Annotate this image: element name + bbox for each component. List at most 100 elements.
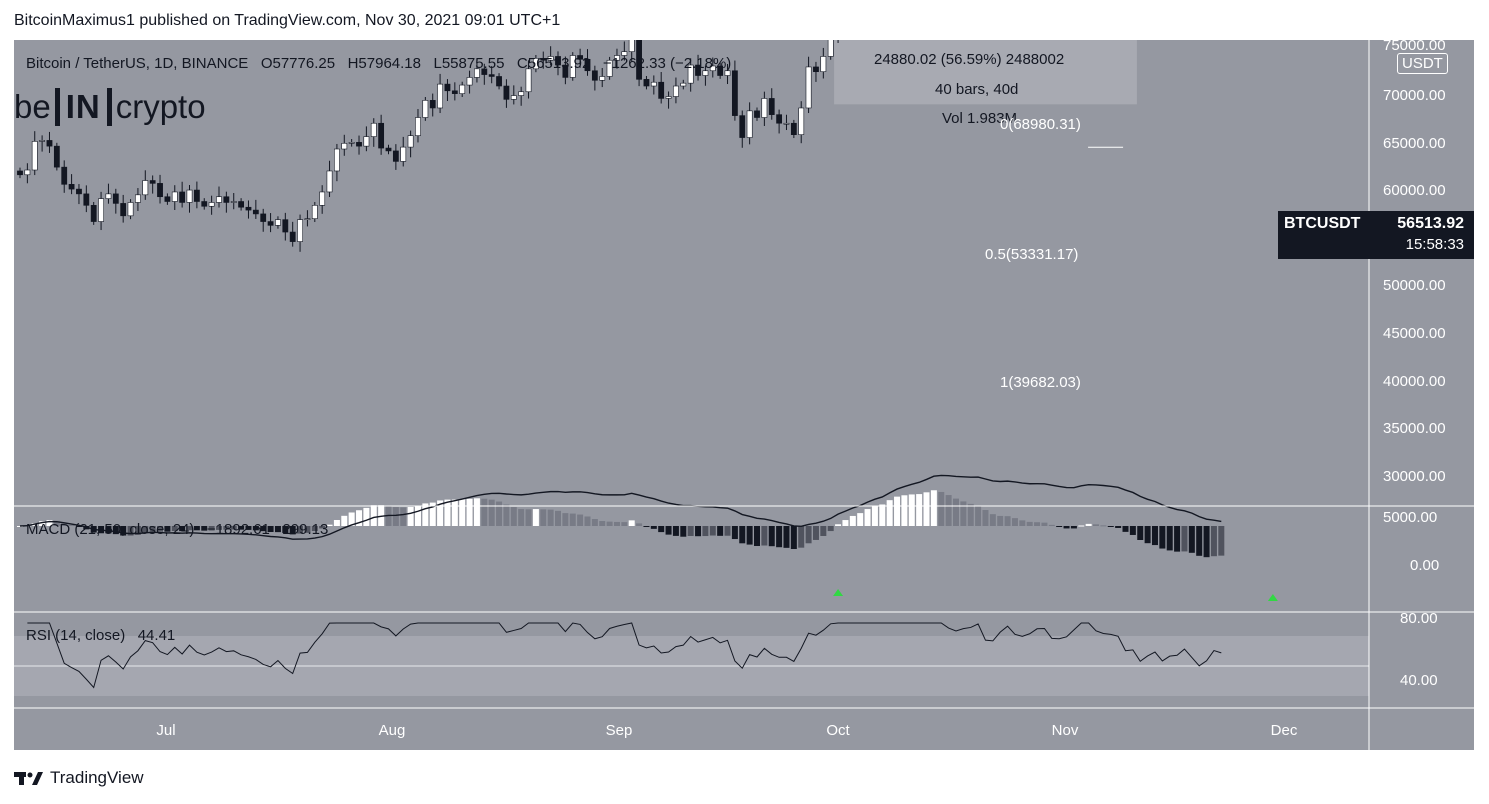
macd-hist-bar	[930, 490, 937, 526]
macd-hist-bar	[451, 499, 458, 526]
macd-hist-bar	[680, 526, 687, 537]
macd-hist-bar	[761, 526, 768, 546]
macd-hist-bar	[894, 496, 901, 526]
candle-body	[429, 100, 436, 109]
macd-hist-bar	[1063, 526, 1070, 529]
y-tick-60000: 60000.00	[1383, 182, 1446, 199]
macd-hist-bar	[790, 526, 797, 550]
macd-hist-bar	[783, 526, 790, 548]
candle-body	[518, 91, 525, 96]
macd-hist-bar	[1203, 526, 1210, 558]
fib-level-0: 0(68980.31)	[1000, 116, 1081, 133]
macd-hist-bar	[643, 526, 650, 527]
candle-body	[591, 70, 598, 81]
fib-level-0-5: 0.5(53331.17)	[985, 246, 1079, 263]
macd-hist-bar	[39, 521, 46, 526]
candle-body	[768, 98, 775, 115]
candle-body	[673, 85, 679, 97]
candle-body	[31, 141, 38, 171]
macd-hist-bar	[149, 526, 156, 532]
macd-hist-bar	[1159, 526, 1166, 549]
macd-hist-bar	[1093, 524, 1100, 526]
macd-hist-bar	[1196, 526, 1203, 556]
measure-box	[834, 40, 1137, 105]
candle-body	[311, 205, 318, 219]
candle-body	[636, 40, 642, 80]
macd-hist-bar	[466, 498, 473, 526]
macd-hist-bar	[378, 505, 385, 526]
macd-hist-bar	[628, 520, 635, 526]
candle-body	[739, 115, 746, 138]
macd-hist-bar	[1026, 521, 1033, 526]
macd-hist-bar	[186, 526, 193, 531]
macd-hist-bar	[1122, 526, 1129, 532]
rsi-legend: RSI (14, close) 44.41	[26, 627, 175, 644]
candle-body	[459, 84, 466, 94]
candle-body	[24, 169, 31, 176]
candle-body	[385, 147, 392, 152]
macd-hist-bar	[739, 526, 746, 544]
macd-hist-bar	[835, 524, 842, 526]
y-tick-35000: 35000.00	[1383, 420, 1446, 437]
candle-body	[731, 70, 738, 116]
macd-hist-bar	[908, 494, 915, 526]
candle-body	[193, 189, 200, 202]
last-price-label: BTCUSDT 56513.92 15:58:33	[1278, 211, 1474, 259]
macd-hist-bar	[179, 526, 186, 532]
ohlc-change: −1262.33 (−2.18%)	[602, 55, 732, 72]
candle-body	[120, 203, 127, 217]
macd-hist-bar	[1078, 525, 1085, 527]
macd-hist-bar	[333, 519, 340, 526]
candle-body	[275, 219, 281, 226]
footer-brand: TradingView	[50, 768, 144, 787]
candle-body	[363, 136, 370, 147]
candle-body	[149, 180, 156, 184]
candle-body	[584, 58, 591, 72]
macd-hist-bar	[879, 504, 886, 526]
macd-hist-bar	[348, 512, 355, 526]
logo-left: be	[14, 88, 51, 125]
candles-group	[17, 40, 839, 252]
candle-body	[216, 196, 222, 203]
macd-hist-bar	[496, 501, 503, 526]
rsi-title: RSI (14, close)	[26, 627, 126, 644]
macd-title: MACD (21, 50, close, 24)	[26, 521, 195, 538]
candle-body	[68, 184, 75, 190]
candle-body	[798, 107, 805, 135]
macd-hist-bar	[665, 526, 672, 535]
macd-hist-bar	[1181, 526, 1188, 552]
candle-body	[260, 213, 267, 222]
macd-hist-bar	[267, 526, 274, 532]
y-tick-70000: 70000.00	[1383, 87, 1446, 104]
macd-hist-bar	[827, 526, 834, 532]
macd-hist-bar	[960, 501, 967, 526]
macd-hist-bar	[754, 526, 760, 546]
macd-hist-bar	[717, 526, 724, 536]
tradingview-footer[interactable]: TradingView	[14, 768, 144, 788]
currency-unit-badge[interactable]: USDT	[1397, 53, 1448, 74]
candle-body	[415, 117, 421, 136]
candle-body	[179, 191, 186, 203]
macd-hist-bar	[201, 526, 208, 531]
macd-hist-bar	[120, 526, 127, 536]
y-tick-45000: 45000.00	[1383, 325, 1446, 342]
chart-frame[interactable]	[14, 40, 1474, 750]
candle-body	[392, 150, 399, 162]
chart-canvas[interactable]	[14, 40, 1474, 750]
candle-body	[223, 196, 230, 203]
ohlc-close: C56513.92	[516, 55, 591, 72]
candle-body	[665, 96, 672, 99]
macd-hist-bar	[1034, 522, 1041, 526]
macd-hist-bar	[238, 526, 245, 530]
logo-box: IN	[54, 88, 112, 126]
candle-body	[790, 122, 797, 135]
macd-hist-bar	[805, 526, 812, 544]
candle-body	[540, 58, 547, 61]
macd-hist-bar	[274, 526, 281, 533]
macd-hist-bar	[525, 509, 532, 526]
candle-body	[356, 142, 362, 147]
macd-hist-bar	[532, 509, 539, 526]
macd-hist-bar	[1019, 520, 1026, 526]
macd-hist-bar	[503, 504, 510, 526]
macd-hist-bar	[223, 526, 230, 530]
